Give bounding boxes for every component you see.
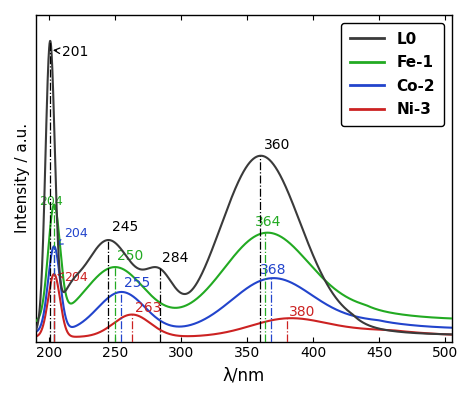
Text: 204: 204 <box>39 195 63 207</box>
Text: 263: 263 <box>135 301 161 315</box>
Legend: L0, Fe-1, Co-2, Ni-3: L0, Fe-1, Co-2, Ni-3 <box>341 23 444 126</box>
Text: 380: 380 <box>289 305 316 319</box>
Text: 204: 204 <box>58 271 88 284</box>
Text: 204: 204 <box>58 227 88 244</box>
Text: 201: 201 <box>54 45 88 59</box>
Text: 245: 245 <box>112 220 138 234</box>
Text: 360: 360 <box>264 138 291 152</box>
X-axis label: λ/nm: λ/nm <box>222 366 265 384</box>
Text: 368: 368 <box>260 263 287 277</box>
Text: 364: 364 <box>255 215 281 229</box>
Y-axis label: Intensity / a.u.: Intensity / a.u. <box>15 123 30 233</box>
Text: 284: 284 <box>163 251 189 265</box>
Text: 255: 255 <box>124 277 150 290</box>
Text: 250: 250 <box>118 249 144 263</box>
